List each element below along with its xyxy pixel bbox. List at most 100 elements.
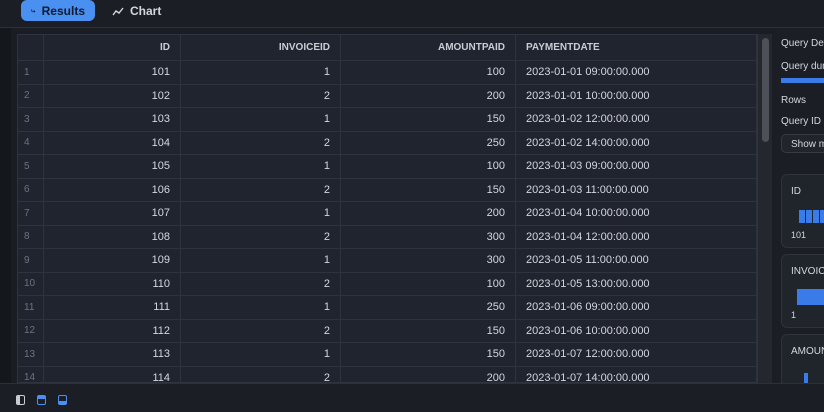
show-more-button[interactable]: Show m (781, 134, 824, 153)
column-stats-card-invoiceid: INVOICEI 1 (781, 254, 824, 328)
return-arrow-icon (31, 8, 36, 13)
cell-invoiceid[interactable]: 2 (181, 84, 341, 107)
cell-paymentdate[interactable]: 2023-01-05 11:00:00.000 (526, 254, 649, 267)
cell-paymentdate[interactable]: 2023-01-07 14:00:00.000 (526, 371, 650, 383)
cell-paymentdate[interactable]: 2023-01-01 10:00:00.000 (526, 89, 650, 102)
cell-paymentdate[interactable]: 2023-01-02 14:00:00.000 (526, 136, 650, 149)
table-row[interactable]: 6 106 2 150 2023-01-03 11:00:00.000 (18, 178, 756, 202)
cell-id[interactable]: 112 (44, 319, 181, 342)
cell-invoiceid[interactable]: 1 (181, 249, 341, 272)
column-header-paymentdate[interactable]: PAYMENTDATE (526, 42, 600, 53)
cell-id[interactable]: 113 (44, 343, 181, 366)
cell-invoiceid[interactable]: 1 (181, 61, 341, 84)
query-details-panel: Query Det Query dur Rows Query ID Show m… (775, 28, 824, 383)
column-header-amountpaid[interactable]: AMOUNTPAID (341, 35, 516, 60)
cell-invoiceid[interactable]: 1 (181, 108, 341, 131)
cell-amountpaid[interactable]: 150 (341, 319, 516, 342)
cell-invoiceid[interactable]: 2 (181, 366, 341, 382)
card-title: AMOUN (791, 346, 824, 357)
sidebar-left-icon[interactable] (16, 395, 25, 405)
cell-id[interactable]: 114 (44, 366, 181, 382)
table-row[interactable]: 5 105 1 100 2023-01-03 09:00:00.000 (18, 155, 756, 179)
cell-id[interactable]: 103 (44, 108, 181, 131)
cell-paymentdate[interactable]: 2023-01-06 09:00:00.000 (526, 301, 650, 314)
cell-invoiceid[interactable]: 1 (181, 296, 341, 319)
cell-amountpaid[interactable]: 300 (341, 249, 516, 272)
left-gutter (0, 28, 11, 383)
cell-amountpaid[interactable]: 150 (341, 108, 516, 131)
cell-amountpaid[interactable]: 300 (341, 225, 516, 248)
cell-amountpaid[interactable]: 200 (341, 84, 516, 107)
cell-paymentdate[interactable]: 2023-01-04 10:00:00.000 (526, 207, 650, 220)
cell-amountpaid[interactable]: 100 (341, 155, 516, 178)
column-header-invoiceid[interactable]: INVOICEID (181, 35, 341, 60)
cell-paymentdate[interactable]: 2023-01-02 12:00:00.000 (526, 113, 650, 126)
tab-chart[interactable]: Chart (102, 0, 171, 21)
cell-id[interactable]: 102 (44, 84, 181, 107)
card-min: 101 (791, 230, 807, 240)
cell-invoiceid[interactable]: 1 (181, 155, 341, 178)
table-row[interactable]: 8 108 2 300 2023-01-04 12:00:00.000 (18, 225, 756, 249)
table-row[interactable]: 12 112 2 150 2023-01-06 10:00:00.000 (18, 319, 756, 343)
table-row[interactable]: 11 111 1 250 2023-01-06 09:00:00.000 (18, 296, 756, 320)
table-row[interactable]: 1 101 1 100 2023-01-01 09:00:00.000 (18, 61, 756, 85)
row-number-header (18, 35, 44, 60)
cell-amountpaid[interactable]: 150 (341, 343, 516, 366)
column-header-id[interactable]: ID (44, 35, 181, 60)
table-row[interactable]: 14 114 2 200 2023-01-07 14:00:00.000 (18, 366, 756, 383)
cell-amountpaid[interactable]: 250 (341, 131, 516, 154)
cell-paymentdate[interactable]: 2023-01-03 09:00:00.000 (526, 160, 650, 173)
panel-title: Query Det (781, 38, 824, 49)
cell-invoiceid[interactable]: 2 (181, 272, 341, 295)
cell-id[interactable]: 101 (44, 61, 181, 84)
cell-id[interactable]: 108 (44, 225, 181, 248)
cell-amountpaid[interactable]: 100 (341, 61, 516, 84)
card-title: ID (791, 186, 801, 197)
cell-amountpaid[interactable]: 200 (341, 366, 516, 382)
cell-paymentdate[interactable]: 2023-01-03 11:00:00.000 (526, 183, 649, 196)
row-number: 2 (18, 84, 44, 107)
row-number: 5 (18, 155, 44, 178)
cell-paymentdate[interactable]: 2023-01-06 10:00:00.000 (526, 324, 650, 337)
row-number: 12 (18, 319, 44, 342)
cell-id[interactable]: 106 (44, 178, 181, 201)
grid-scrollbar[interactable] (757, 34, 772, 383)
cell-invoiceid[interactable]: 1 (181, 202, 341, 225)
cell-id[interactable]: 109 (44, 249, 181, 272)
cell-paymentdate[interactable]: 2023-01-07 12:00:00.000 (526, 348, 650, 361)
cell-paymentdate[interactable]: 2023-01-05 13:00:00.000 (526, 277, 650, 290)
table-row[interactable]: 4 104 2 250 2023-01-02 14:00:00.000 (18, 131, 756, 155)
table-row[interactable]: 13 113 1 150 2023-01-07 12:00:00.000 (18, 343, 756, 367)
cell-invoiceid[interactable]: 2 (181, 178, 341, 201)
table-row[interactable]: 2 102 2 200 2023-01-01 10:00:00.000 (18, 84, 756, 108)
panel-top-icon[interactable] (37, 395, 46, 405)
table-row[interactable]: 7 107 1 200 2023-01-04 10:00:00.000 (18, 202, 756, 226)
query-duration-bar (781, 78, 824, 83)
cell-invoiceid[interactable]: 2 (181, 225, 341, 248)
table-row[interactable]: 3 103 1 150 2023-01-02 12:00:00.000 (18, 108, 756, 132)
histogram (799, 210, 824, 223)
row-number: 1 (18, 61, 44, 84)
cell-amountpaid[interactable]: 250 (341, 296, 516, 319)
cell-id[interactable]: 110 (44, 272, 181, 295)
cell-paymentdate[interactable]: 2023-01-04 12:00:00.000 (526, 230, 650, 243)
row-number: 13 (18, 343, 44, 366)
cell-id[interactable]: 111 (44, 296, 181, 319)
tab-results[interactable]: Results (21, 0, 95, 21)
cell-invoiceid[interactable]: 2 (181, 131, 341, 154)
cell-paymentdate[interactable]: 2023-01-01 09:00:00.000 (526, 66, 650, 79)
cell-id[interactable]: 107 (44, 202, 181, 225)
cell-amountpaid[interactable]: 200 (341, 202, 516, 225)
table-row[interactable]: 9 109 1 300 2023-01-05 11:00:00.000 (18, 249, 756, 273)
panel-bottom-icon[interactable] (58, 395, 67, 405)
cell-invoiceid[interactable]: 2 (181, 319, 341, 342)
cell-id[interactable]: 105 (44, 155, 181, 178)
row-number: 14 (18, 366, 44, 382)
row-number: 7 (18, 202, 44, 225)
cell-amountpaid[interactable]: 150 (341, 178, 516, 201)
cell-amountpaid[interactable]: 100 (341, 272, 516, 295)
cell-id[interactable]: 104 (44, 131, 181, 154)
scrollbar-thumb[interactable] (762, 38, 769, 142)
cell-invoiceid[interactable]: 1 (181, 343, 341, 366)
